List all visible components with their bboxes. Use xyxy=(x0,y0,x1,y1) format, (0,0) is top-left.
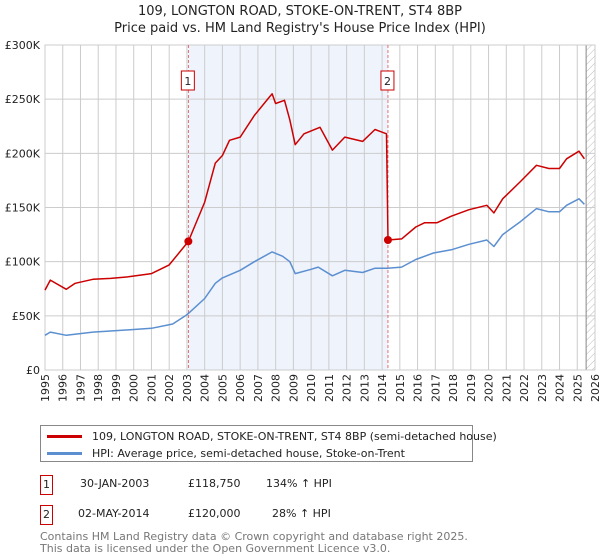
x-tick-label: 2000 xyxy=(128,374,141,402)
x-tick-label: 2026 xyxy=(589,374,600,402)
x-tick-label: 2012 xyxy=(341,374,354,402)
transaction-number: 1 xyxy=(40,475,53,495)
footer-copyright: Contains HM Land Registry data © Crown c… xyxy=(40,530,468,543)
x-tick-label: 2002 xyxy=(163,374,176,402)
transaction-price: £120,000 xyxy=(188,507,241,520)
x-tick-label: 2014 xyxy=(376,374,389,402)
x-tick-label: 2020 xyxy=(483,374,496,402)
property-price-line xyxy=(44,93,586,291)
chart-title: 109, LONGTON ROAD, STOKE-ON-TRENT, ST4 8… xyxy=(137,4,463,19)
y-tick-label: £200K xyxy=(5,147,41,160)
x-tick-label: 2019 xyxy=(465,374,478,402)
sale-point xyxy=(184,237,193,246)
x-tick-label: 2004 xyxy=(199,374,212,402)
x-tick-label: 1998 xyxy=(92,374,105,402)
x-tick-label: 2016 xyxy=(412,374,425,402)
legend-item-property: 109, LONGTON ROAD, STOKE-ON-TRENT, ST4 8… xyxy=(47,428,497,444)
x-tick-label: 1996 xyxy=(57,374,70,402)
x-tick-label: 2023 xyxy=(536,374,549,402)
x-tick-label: 1995 xyxy=(39,374,52,402)
x-tick-label: 2010 xyxy=(305,374,318,402)
y-tick-label: £100K xyxy=(5,256,41,269)
plot-border xyxy=(44,44,596,371)
x-tick-label: 2024 xyxy=(554,374,567,402)
legend-swatch-hpi xyxy=(47,451,82,455)
legend-label-property: 109, LONGTON ROAD, STOKE-ON-TRENT, ST4 8… xyxy=(92,429,497,443)
footer-licence: This data is licensed under the Open Gov… xyxy=(40,542,391,555)
legend-label-hpi: HPI: Average price, semi-detached house,… xyxy=(92,446,405,460)
x-tick-label: 1997 xyxy=(74,374,87,402)
x-tick-label: 2009 xyxy=(287,374,300,402)
transaction-number: 2 xyxy=(40,505,53,525)
x-tick-label: 2006 xyxy=(234,374,247,402)
x-tick-label: 2017 xyxy=(429,374,442,402)
transaction-row: 1 30-JAN-2003 £118,750 134% ↑ HPI xyxy=(40,475,600,495)
y-tick-label: £250K xyxy=(5,93,41,106)
transaction-date: 30-JAN-2003 xyxy=(80,477,150,490)
transaction-date: 02-MAY-2014 xyxy=(78,507,150,520)
legend-swatch-property xyxy=(47,434,82,438)
y-tick-label: £0 xyxy=(26,364,40,377)
transaction-row: 2 02-MAY-2014 £120,000 28% ↑ HPI xyxy=(40,505,600,525)
x-tick-label: 2007 xyxy=(252,374,265,402)
chart-subtitle: Price paid vs. HM Land Registry's House … xyxy=(114,21,486,36)
transaction-hpi: 134% ↑ HPI xyxy=(266,477,332,490)
transaction-hpi: 28% ↑ HPI xyxy=(272,507,331,520)
x-tick-label: 2003 xyxy=(181,374,194,402)
sale-point xyxy=(383,236,392,244)
x-tick-label: 1999 xyxy=(110,374,123,402)
price-chart: 1995 1996 1997 1998 1999 2000 2001 2002 2003 2004… xyxy=(5,39,600,402)
x-tick-label: 2018 xyxy=(447,374,460,402)
x-tick-label: 2025 xyxy=(571,374,584,402)
legend-item-hpi: HPI: Average price, semi-detached house,… xyxy=(47,445,405,461)
y-tick-label: £150K xyxy=(5,202,41,215)
sale-label-box xyxy=(380,70,395,91)
x-tick-label: 2013 xyxy=(358,374,371,402)
x-tick-label: 2005 xyxy=(216,374,229,402)
transaction-price: £118,750 xyxy=(188,477,241,490)
x-tick-label: 2022 xyxy=(518,374,531,402)
x-tick-label: 2011 xyxy=(323,374,336,402)
sale-label: 1 xyxy=(184,75,191,88)
sale-label-box xyxy=(180,70,195,91)
sale-label: 2 xyxy=(384,75,391,88)
hpi-line xyxy=(44,198,585,337)
y-tick-label: £300K xyxy=(5,39,41,52)
y-tick-label: £50K xyxy=(12,310,41,323)
x-tick-label: 2008 xyxy=(270,374,283,402)
legend: 109, LONGTON ROAD, STOKE-ON-TRENT, ST4 8… xyxy=(40,425,497,462)
x-tick-label: 2021 xyxy=(500,374,513,402)
x-tick-label: 2001 xyxy=(145,374,158,402)
x-tick-label: 2015 xyxy=(394,374,407,402)
